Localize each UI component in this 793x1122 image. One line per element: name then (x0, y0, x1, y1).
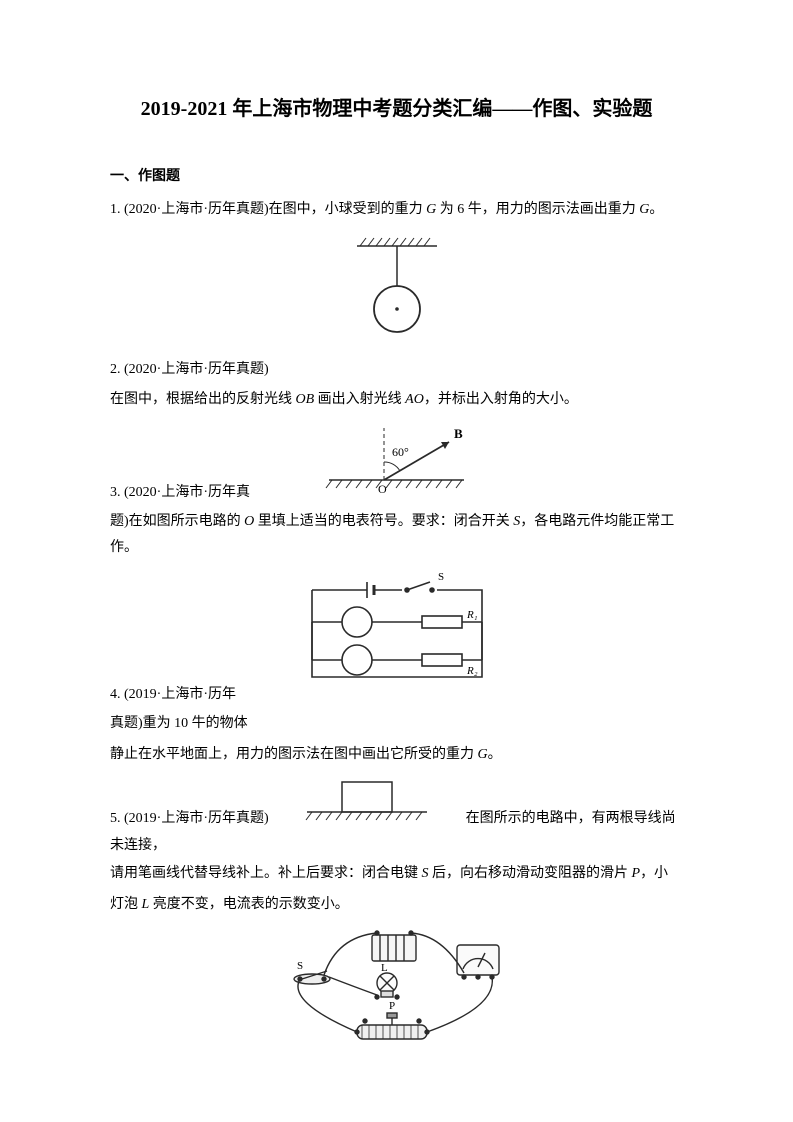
q2-figure: 60° B O (314, 418, 484, 507)
q2-svg: 60° B O (314, 418, 484, 496)
question-1: 1. (2020·上海市·历年真题)在图中，小球受到的重力 G 为 6 牛，用力… (110, 197, 683, 224)
q2-b-label: B (454, 426, 463, 441)
q3-text-a: 题)在如图所示电路的 (110, 514, 244, 529)
q4-figure (302, 772, 432, 833)
q5-figure: S L P (110, 927, 683, 1058)
q5-l-label: L (381, 962, 388, 974)
question-3-prefix: 3. (2020·上海市·历年真 (110, 485, 250, 500)
q2-text-c: ，并标出入射角的大小。 (424, 392, 578, 407)
q4-q5-row: 5. (2019·上海市·历年真题) 在图所示的电路中，有两根导 (110, 772, 683, 859)
q5-text-b: 后，向右移动滑动变阻器的滑片 (429, 866, 632, 881)
q5-s-label: S (297, 960, 303, 972)
q1-text-c: 。 (649, 202, 663, 217)
question-5-prefix: 5. (2019·上海市·历年真题) (110, 811, 269, 826)
q1-svg (342, 231, 452, 336)
q2-text-a: 在图中，根据给出的反射光线 (110, 392, 296, 407)
q1-text-a: 1. (2020·上海市·历年真题)在图中，小球受到的重力 (110, 202, 426, 217)
q3-s-label: S (438, 572, 444, 583)
q4-text-b: 。 (488, 747, 502, 762)
q2-ao: AO (405, 392, 424, 407)
question-3-line2: 题)在如图所示电路的 O 里填上适当的电表符号。要求：闭合开关 S，各电路元件均… (110, 509, 683, 562)
question-4-line3: 静止在水平地面上，用力的图示法在图中画出它所受的重力 G。 (110, 742, 683, 769)
q5-s: S (422, 866, 429, 881)
q5-text-a: 请用笔画线代替导线补上。补上后要求：闭合电键 (110, 866, 422, 881)
question-2-line2: 在图中，根据给出的反射光线 OB 画出入射光线 AO，并标出入射角的大小。 (110, 387, 683, 414)
q4-svg (302, 772, 432, 822)
q5-text-c: ，小 (640, 866, 668, 881)
q1-g: G (426, 202, 436, 217)
q2-row: 3. (2020·上海市·历年真 (110, 418, 683, 507)
q3-text-b: 里填上适当的电表符号。要求：闭合开关 (254, 514, 513, 529)
question-2-line1: 2. (2020·上海市·历年真题) (110, 357, 683, 384)
q3-row: S R₁ R₂ 4. (2019·上海市·历年 (110, 572, 683, 709)
q5-p-label: P (389, 1000, 395, 1012)
q5-text-e: 亮度不变，电流表的示数变小。 (149, 897, 349, 912)
q3-r2-label: R₂ (466, 665, 478, 677)
q2-angle-label: 60° (392, 445, 409, 459)
q4-g: G (478, 747, 488, 762)
page-title: 2019-2021 年上海市物理中考题分类汇编——作图、实验题 (110, 90, 683, 128)
q2-ob: OB (296, 392, 315, 407)
q3-o: O (244, 514, 254, 529)
q1-figure (110, 231, 683, 347)
q4-text-a: 静止在水平地面上，用力的图示法在图中画出它所受的重力 (110, 747, 478, 762)
q1-g2: G (639, 202, 649, 217)
q5-svg: S L P (277, 927, 517, 1047)
section-header-1: 一、作图题 (110, 164, 683, 191)
q1-text-b: 为 6 牛，用力的图示法画出重力 (436, 202, 639, 217)
q5-p: P (632, 866, 641, 881)
q2-o-label: O (378, 482, 387, 496)
q3-r1-label: R₁ (466, 609, 478, 621)
q3-svg: S R₁ R₂ (292, 572, 502, 692)
question-5-line2: 请用笔画线代替导线补上。补上后要求：闭合电键 S 后，向右移动滑动变阻器的滑片 … (110, 861, 683, 888)
question-5-line3: 灯泡 L 亮度不变，电流表的示数变小。 (110, 892, 683, 919)
q5-text-d: 灯泡 (110, 897, 142, 912)
question-4-line2: 真题)重为 10 牛的物体 (110, 711, 683, 738)
q2-text-b: 画出入射光线 (314, 392, 405, 407)
